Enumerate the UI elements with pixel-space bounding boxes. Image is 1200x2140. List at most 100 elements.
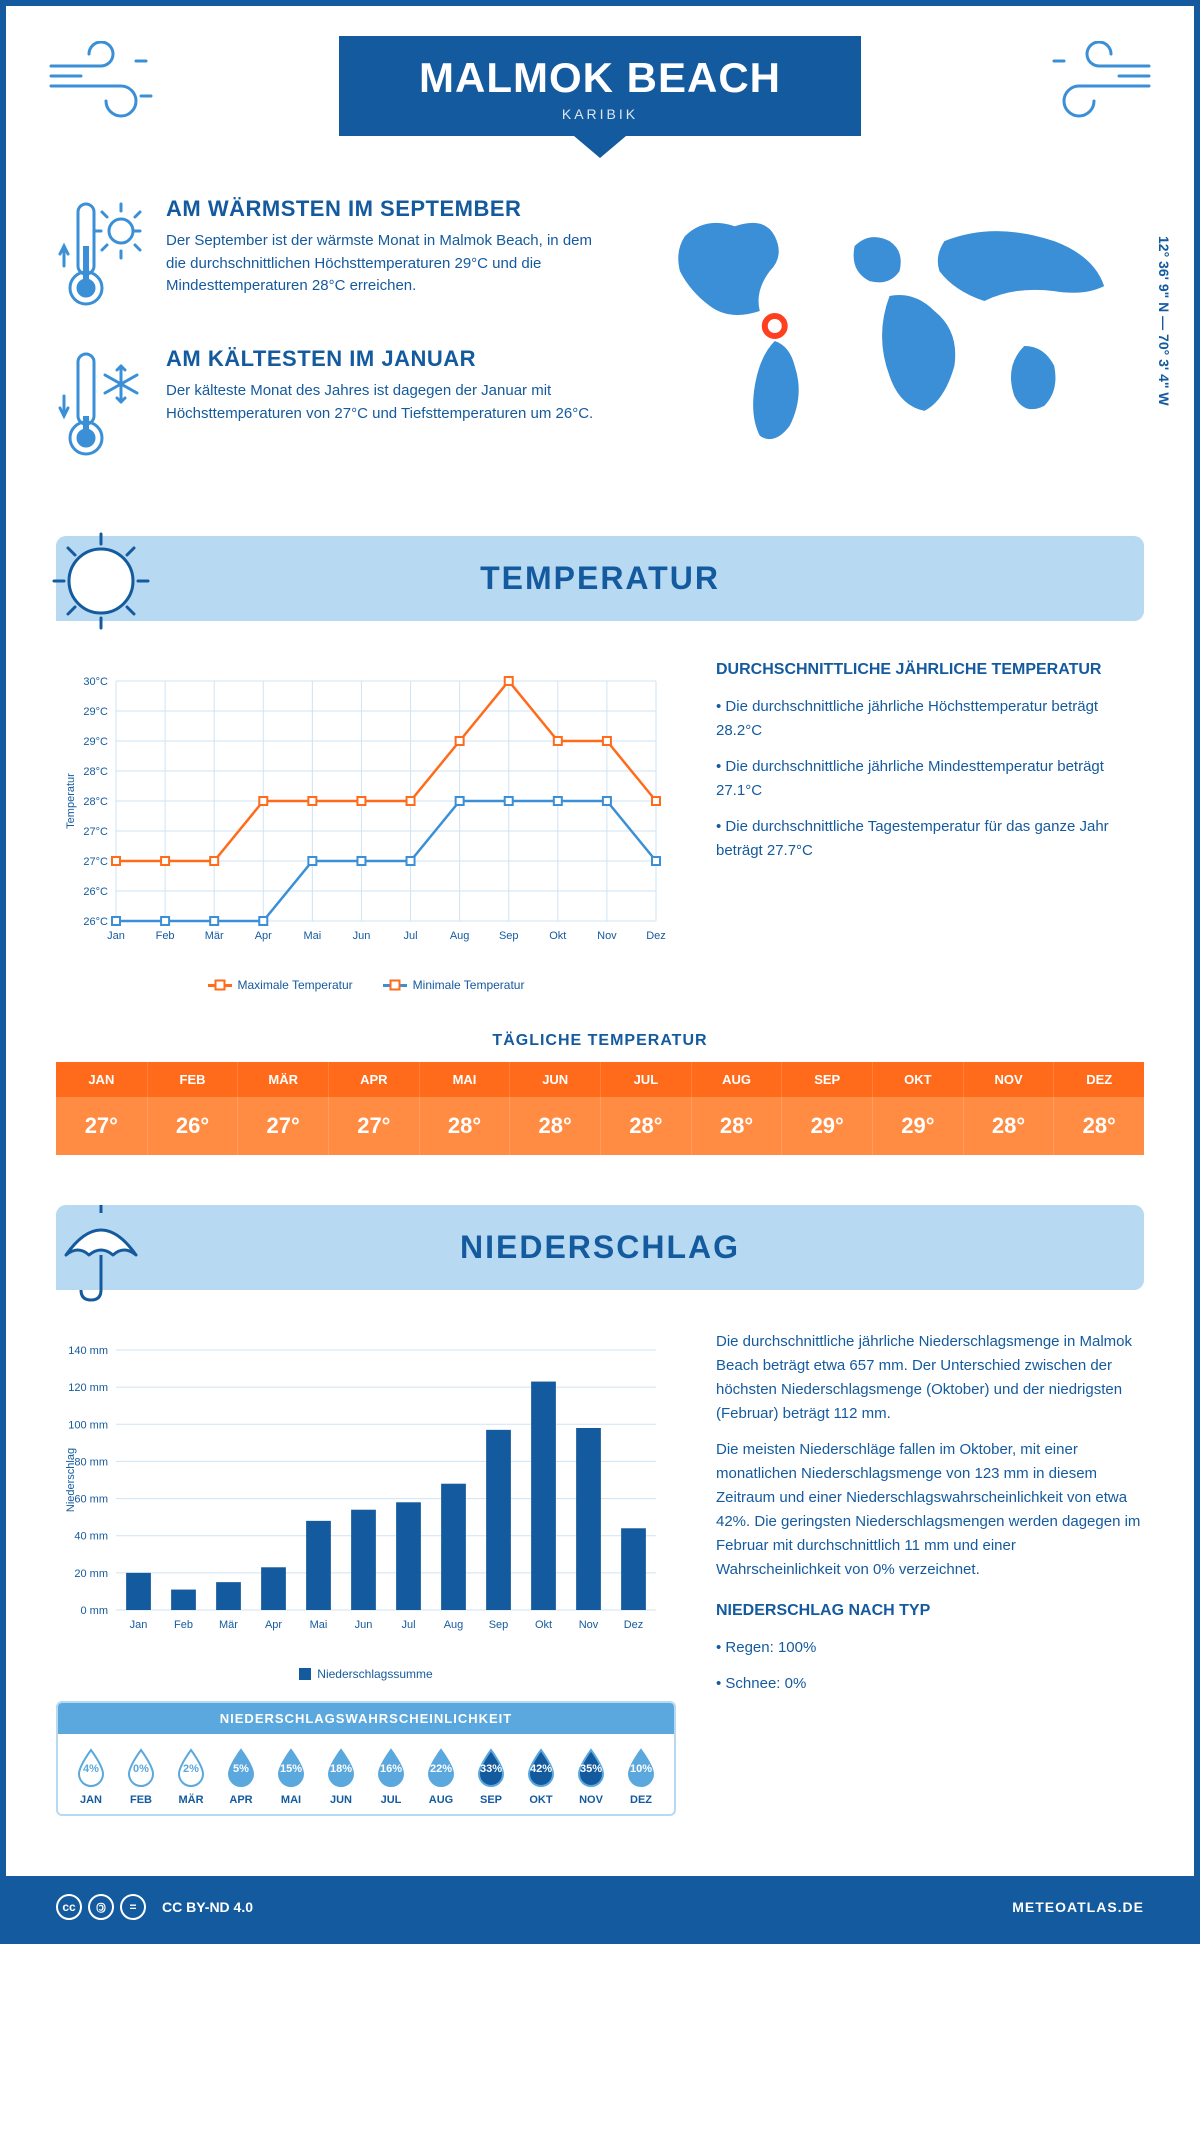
- precip-legend: Niederschlagssumme: [56, 1667, 676, 1681]
- prob-col: 33% SEP: [466, 1748, 516, 1806]
- world-map: [645, 196, 1144, 456]
- prob-col: 18% JUN: [316, 1748, 366, 1806]
- fact-title: AM WÄRMSTEN IM SEPTEMBER: [166, 196, 605, 222]
- svg-text:Aug: Aug: [444, 1619, 464, 1631]
- svg-text:Nov: Nov: [579, 1619, 599, 1631]
- raindrop-icon: 4%: [75, 1748, 107, 1788]
- umbrella-icon: [46, 1195, 156, 1305]
- wind-icon: [46, 41, 176, 121]
- svg-text:60 mm: 60 mm: [74, 1494, 108, 1506]
- fact-coldest: AM KÄLTESTEN IM JANUAR Der kälteste Mona…: [56, 346, 605, 466]
- prob-col: 42% OKT: [516, 1748, 566, 1806]
- svg-text:Apr: Apr: [265, 1619, 282, 1631]
- precip-bar-chart: 0 mm20 mm40 mm60 mm80 mm100 mm120 mm140 …: [56, 1330, 676, 1650]
- page-subtitle: KARIBIK: [419, 106, 781, 122]
- raindrop-icon: 16%: [375, 1748, 407, 1788]
- daily-temp-col: MÄR27°: [237, 1062, 328, 1155]
- summary-bullet: • Die durchschnittliche Tagestemperatur …: [716, 815, 1144, 863]
- precip-probability-box: NIEDERSCHLAGSWAHRSCHEINLICHKEIT 4% JAN 0…: [56, 1701, 676, 1816]
- svg-text:Jun: Jun: [355, 1619, 373, 1631]
- raindrop-icon: 42%: [525, 1748, 557, 1788]
- summary-bullet: • Die durchschnittliche jährliche Höchst…: [716, 695, 1144, 743]
- svg-text:Dez: Dez: [646, 930, 666, 942]
- daily-temp-col: SEP29°: [781, 1062, 872, 1155]
- footer: cc 🄯 = CC BY-ND 4.0 METEOATLAS.DE: [6, 1876, 1194, 1938]
- raindrop-icon: 0%: [125, 1748, 157, 1788]
- svg-text:Mai: Mai: [310, 1619, 328, 1631]
- cc-icon: cc: [56, 1894, 82, 1920]
- svg-text:29°C: 29°C: [83, 706, 108, 718]
- fact-text: Der kälteste Monat des Jahres ist dagege…: [166, 380, 605, 425]
- prob-col: 5% APR: [216, 1748, 266, 1806]
- prob-col: 35% NOV: [566, 1748, 616, 1806]
- legend-label: Maximale Temperatur: [238, 978, 353, 992]
- site-name: METEOATLAS.DE: [1012, 1899, 1144, 1915]
- svg-text:120 mm: 120 mm: [68, 1382, 108, 1394]
- summary-heading: DURCHSCHNITTLICHE JÄHRLICHE TEMPERATUR: [716, 661, 1144, 679]
- coordinates: 12° 36' 9" N — 70° 3' 4" W: [1156, 236, 1172, 406]
- svg-text:Okt: Okt: [535, 1619, 552, 1631]
- license-block: cc 🄯 = CC BY-ND 4.0: [56, 1894, 253, 1920]
- summary-bullet: • Schnee: 0%: [716, 1672, 1144, 1696]
- svg-text:Niederschlag: Niederschlag: [65, 1448, 77, 1512]
- section-banner-temp: TEMPERATUR: [56, 536, 1144, 621]
- daily-temp-col: JUN28°: [509, 1062, 600, 1155]
- intro-section: AM WÄRMSTEN IM SEPTEMBER Der September i…: [6, 196, 1194, 536]
- svg-text:20 mm: 20 mm: [74, 1568, 108, 1580]
- svg-text:26°C: 26°C: [83, 916, 108, 928]
- temp-line-chart: 26°C26°C27°C27°C28°C28°C29°C29°C30°CJanF…: [56, 661, 676, 961]
- svg-text:29°C: 29°C: [83, 736, 108, 748]
- raindrop-icon: 10%: [625, 1748, 657, 1788]
- fact-warmest: AM WÄRMSTEN IM SEPTEMBER Der September i…: [56, 196, 605, 316]
- svg-text:27°C: 27°C: [83, 856, 108, 868]
- thermometer-hot-icon: [56, 196, 146, 316]
- summary-bullet: • Regen: 100%: [716, 1636, 1144, 1660]
- daily-temp-col: AUG28°: [691, 1062, 782, 1155]
- svg-text:Apr: Apr: [255, 930, 272, 942]
- daily-temp-col: DEZ28°: [1053, 1062, 1144, 1155]
- legend-label: Niederschlagssumme: [317, 1667, 432, 1681]
- daily-temp-title: TÄGLICHE TEMPERATUR: [6, 1032, 1194, 1050]
- sun-icon: [46, 526, 156, 636]
- summary-bullet: • Die durchschnittliche jährliche Mindes…: [716, 755, 1144, 803]
- section-title: NIEDERSCHLAG: [460, 1229, 740, 1266]
- legend-label: Minimale Temperatur: [413, 978, 525, 992]
- svg-text:80 mm: 80 mm: [74, 1456, 108, 1468]
- svg-text:Okt: Okt: [549, 930, 566, 942]
- svg-text:Jun: Jun: [353, 930, 371, 942]
- raindrop-icon: 2%: [175, 1748, 207, 1788]
- raindrop-icon: 33%: [475, 1748, 507, 1788]
- prob-col: 15% MAI: [266, 1748, 316, 1806]
- raindrop-icon: 15%: [275, 1748, 307, 1788]
- license-text: CC BY-ND 4.0: [162, 1899, 253, 1915]
- svg-text:0 mm: 0 mm: [81, 1605, 109, 1617]
- prob-col: 10% DEZ: [616, 1748, 666, 1806]
- svg-text:Mär: Mär: [205, 930, 224, 942]
- svg-text:Jan: Jan: [130, 1619, 148, 1631]
- section-banner-precip: NIEDERSCHLAG: [56, 1205, 1144, 1290]
- svg-text:26°C: 26°C: [83, 886, 108, 898]
- precip-chart-row: 0 mm20 mm40 mm60 mm80 mm100 mm120 mm140 …: [6, 1290, 1194, 1836]
- svg-text:Sep: Sep: [489, 1619, 509, 1631]
- daily-temp-col: FEB26°: [147, 1062, 238, 1155]
- section-title: TEMPERATUR: [480, 560, 720, 597]
- svg-text:28°C: 28°C: [83, 766, 108, 778]
- raindrop-icon: 22%: [425, 1748, 457, 1788]
- svg-text:Jul: Jul: [401, 1619, 415, 1631]
- svg-text:Sep: Sep: [499, 930, 519, 942]
- svg-text:Feb: Feb: [156, 930, 175, 942]
- svg-text:140 mm: 140 mm: [68, 1345, 108, 1357]
- temp-chart-row: 26°C26°C27°C27°C28°C28°C29°C29°C30°CJanF…: [6, 621, 1194, 1012]
- summary-heading: NIEDERSCHLAG NACH TYP: [716, 1602, 1144, 1620]
- raindrop-icon: 35%: [575, 1748, 607, 1788]
- prob-title: NIEDERSCHLAGSWAHRSCHEINLICHKEIT: [58, 1703, 674, 1734]
- prob-col: 16% JUL: [366, 1748, 416, 1806]
- daily-temp-col: OKT29°: [872, 1062, 963, 1155]
- nd-icon: =: [120, 1894, 146, 1920]
- daily-temp-col: MAI28°: [419, 1062, 510, 1155]
- precip-summary: Die durchschnittliche jährliche Niedersc…: [716, 1330, 1144, 1816]
- daily-temp-col: APR27°: [328, 1062, 419, 1155]
- daily-temp-col: JUL28°: [600, 1062, 691, 1155]
- svg-text:Mär: Mär: [219, 1619, 238, 1631]
- summary-text: Die meisten Niederschläge fallen im Okto…: [716, 1438, 1144, 1582]
